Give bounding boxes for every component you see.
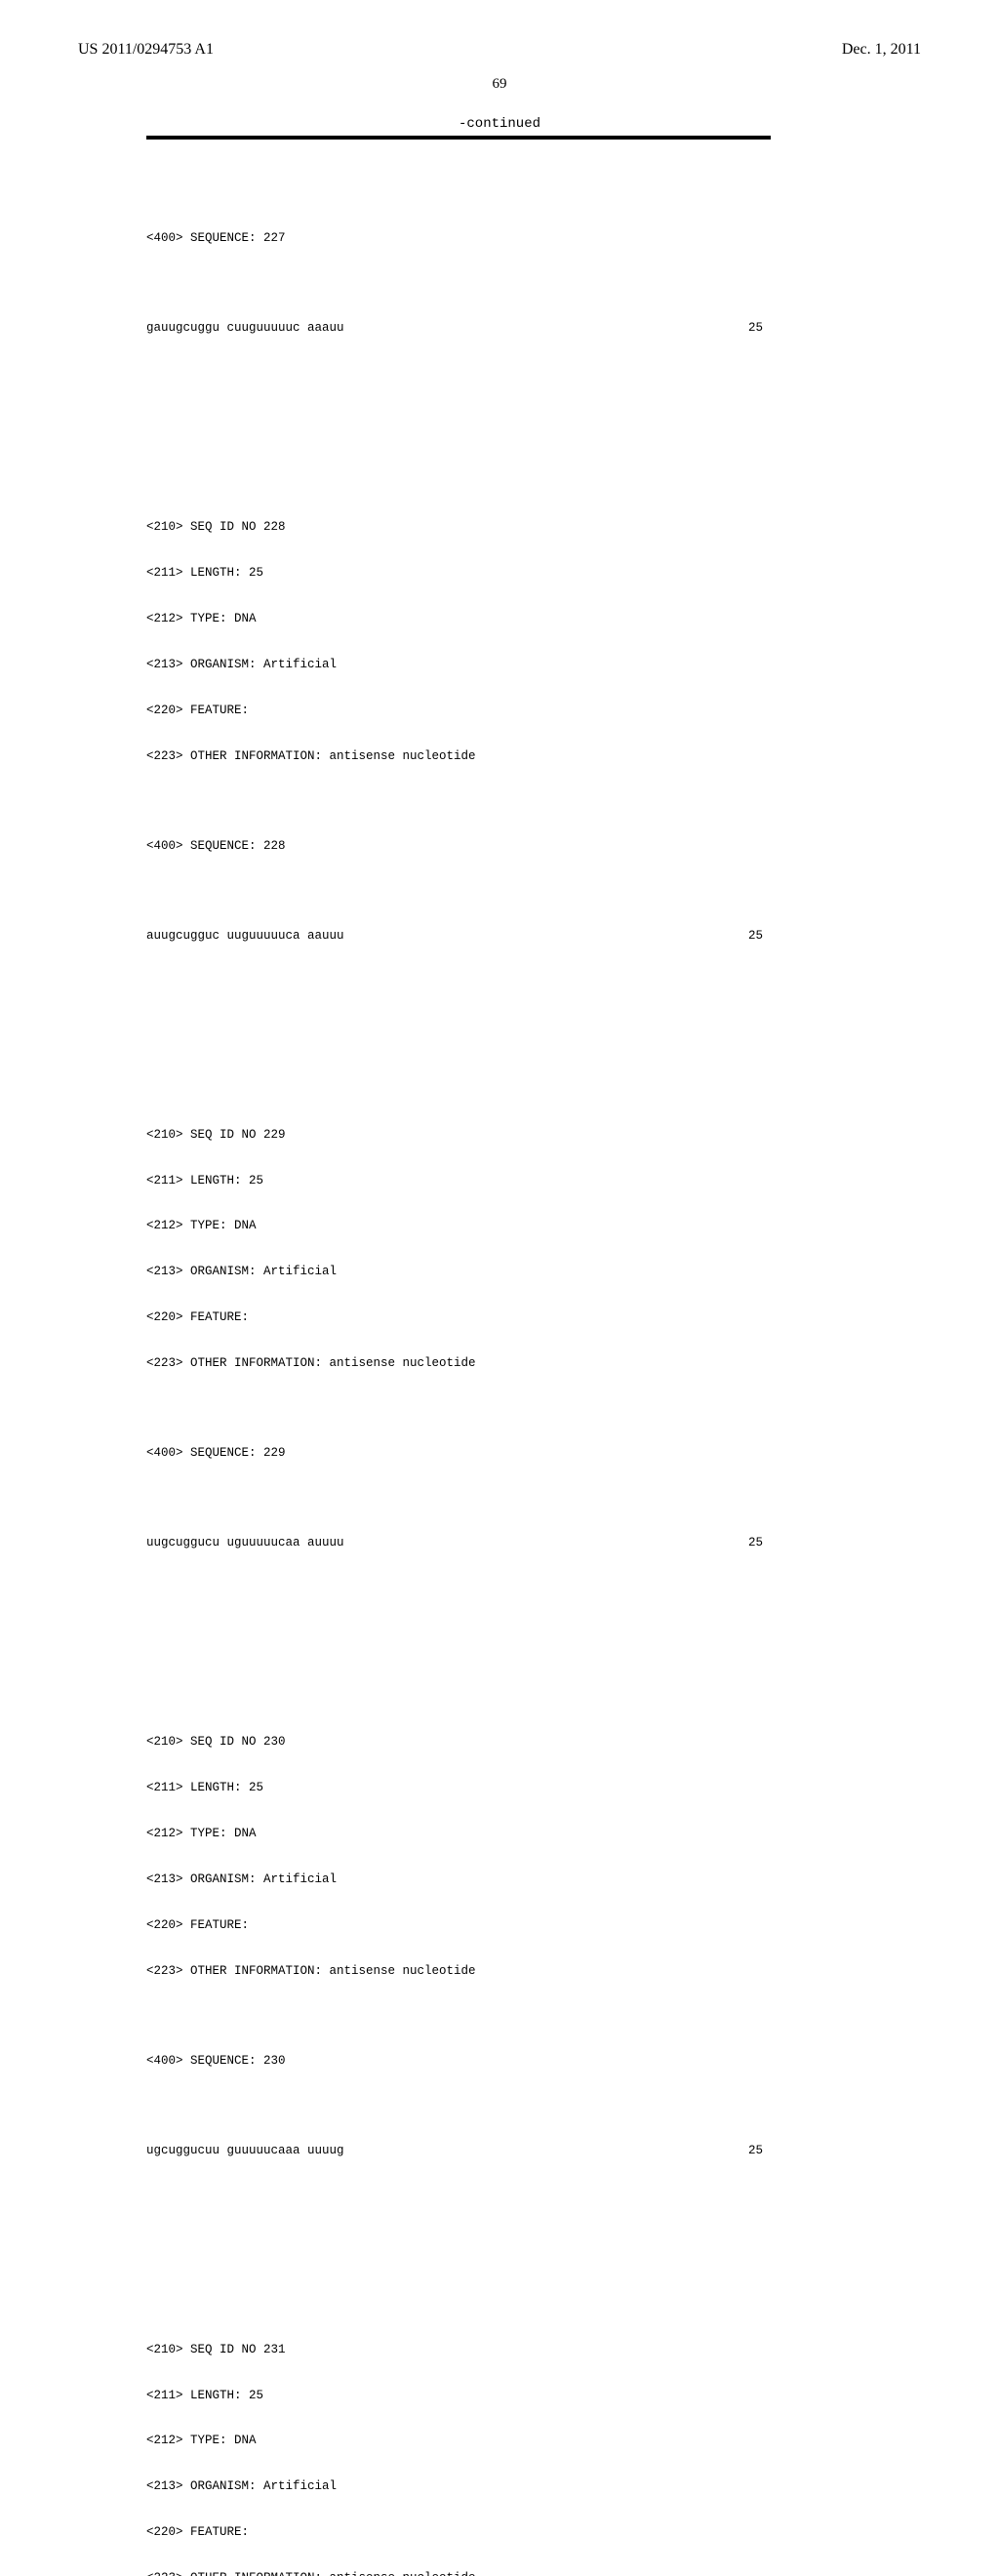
seq-meta: <213> ORGANISM: Artificial	[146, 2479, 921, 2495]
sequence-data-row: uugcuggucu uguuuuucaa auuuu 25	[146, 1536, 771, 1551]
sequence-label: <400> SEQUENCE: 228	[146, 839, 921, 855]
seq-meta: <210> SEQ ID NO 231	[146, 2343, 921, 2358]
seq-meta: <212> TYPE: DNA	[146, 2434, 921, 2449]
page-header: US 2011/0294753 A1 Dec. 1, 2011	[78, 41, 921, 59]
seq-meta: <213> ORGANISM: Artificial	[146, 1872, 921, 1888]
sequence-block: <210> SEQ ID NO 230 <211> LENGTH: 25 <21…	[146, 1661, 921, 2190]
sequence-listing: <400> SEQUENCE: 227 gauugcuggu cuuguuuuu…	[146, 155, 921, 2576]
divider-bottom	[146, 138, 771, 140]
sequence-label: <400> SEQUENCE: 227	[146, 231, 921, 247]
seq-meta: <220> FEATURE:	[146, 1310, 921, 1326]
seq-meta: <211> LENGTH: 25	[146, 1174, 921, 1189]
sequence-block: <210> SEQ ID NO 229 <211> LENGTH: 25 <21…	[146, 1053, 921, 1582]
sequence-length: 25	[748, 929, 771, 945]
seq-meta: <212> TYPE: DNA	[146, 612, 921, 627]
sequence-length: 25	[748, 1536, 771, 1551]
sequence-label: <400> SEQUENCE: 229	[146, 1446, 921, 1462]
sequence-data: gauugcuggu cuuguuuuuc aaauu	[146, 321, 344, 337]
page-number: 69	[78, 76, 921, 93]
seq-meta: <220> FEATURE:	[146, 2525, 921, 2541]
sequence-data-row: auugcugguc uuguuuuuca aauuu 25	[146, 929, 771, 945]
seq-meta: <211> LENGTH: 25	[146, 2389, 921, 2404]
sequence-block: <210> SEQ ID NO 231 <211> LENGTH: 25 <21…	[146, 2268, 921, 2576]
continued-label: -continued	[78, 116, 921, 132]
sequence-block: <400> SEQUENCE: 227 gauugcuggu cuuguuuuu…	[146, 201, 921, 367]
seq-meta: <212> TYPE: DNA	[146, 1219, 921, 1234]
seq-meta: <220> FEATURE:	[146, 704, 921, 719]
sequence-data: ugcuggucuu guuuuucaaa uuuug	[146, 2144, 344, 2159]
sequence-data: auugcugguc uuguuuuuca aauuu	[146, 929, 344, 945]
page-container: US 2011/0294753 A1 Dec. 1, 2011 69 -cont…	[0, 0, 999, 1288]
seq-meta: <223> OTHER INFORMATION: antisense nucle…	[146, 2571, 921, 2576]
seq-meta: <211> LENGTH: 25	[146, 1781, 921, 1796]
seq-meta: <220> FEATURE:	[146, 1918, 921, 1934]
seq-meta: <210> SEQ ID NO 229	[146, 1128, 921, 1144]
seq-meta: <211> LENGTH: 25	[146, 566, 921, 582]
sequence-data: uugcuggucu uguuuuucaa auuuu	[146, 1536, 344, 1551]
sequence-length: 25	[748, 321, 771, 337]
sequence-label: <400> SEQUENCE: 230	[146, 2054, 921, 2070]
publication-date: Dec. 1, 2011	[842, 41, 921, 59]
seq-meta: <210> SEQ ID NO 228	[146, 520, 921, 536]
sequence-data-row: gauugcuggu cuuguuuuuc aaauu 25	[146, 321, 771, 337]
seq-meta: <223> OTHER INFORMATION: antisense nucle…	[146, 1356, 921, 1372]
seq-meta: <210> SEQ ID NO 230	[146, 1735, 921, 1751]
sequence-block: <210> SEQ ID NO 228 <211> LENGTH: 25 <21…	[146, 446, 921, 975]
sequence-length: 25	[748, 2144, 771, 2159]
seq-meta: <213> ORGANISM: Artificial	[146, 1265, 921, 1280]
publication-number: US 2011/0294753 A1	[78, 41, 214, 59]
seq-meta: <223> OTHER INFORMATION: antisense nucle…	[146, 749, 921, 765]
seq-meta: <213> ORGANISM: Artificial	[146, 658, 921, 673]
sequence-data-row: ugcuggucuu guuuuucaaa uuuug 25	[146, 2144, 771, 2159]
seq-meta: <212> TYPE: DNA	[146, 1827, 921, 1842]
seq-meta: <223> OTHER INFORMATION: antisense nucle…	[146, 1964, 921, 1980]
